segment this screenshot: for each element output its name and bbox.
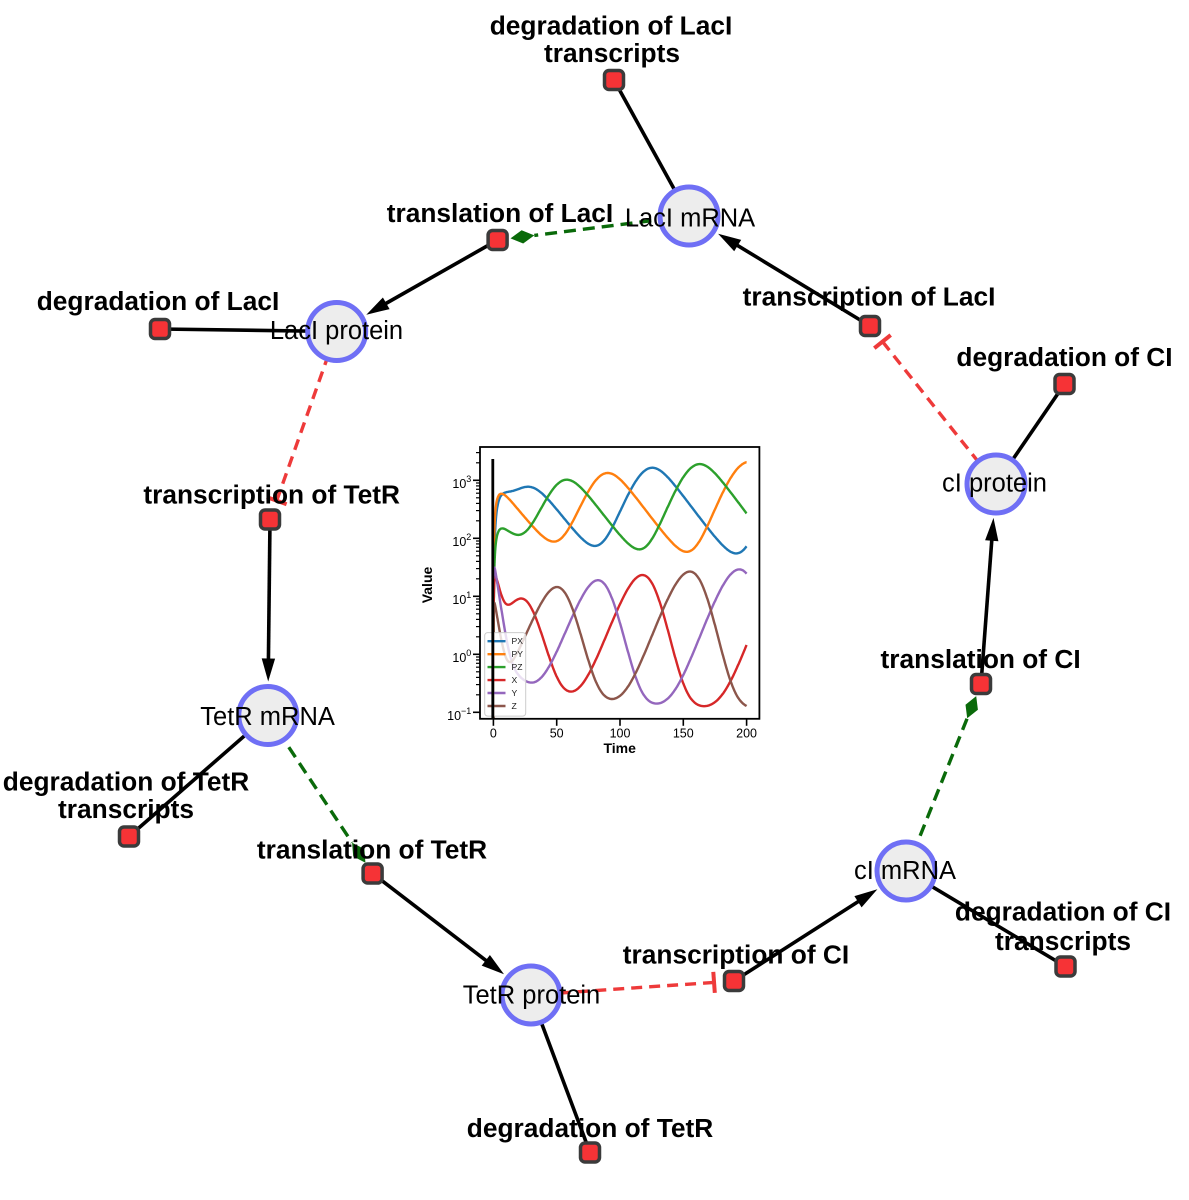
svg-text:Value: Value xyxy=(419,567,435,604)
svg-text:transcripts: transcripts xyxy=(995,926,1131,956)
svg-text:PY: PY xyxy=(512,649,524,659)
svg-text:Y: Y xyxy=(512,688,518,698)
svg-text:translation of TetR: translation of TetR xyxy=(257,835,487,865)
svg-text:transcripts: transcripts xyxy=(544,38,680,68)
svg-text:degradation of LacI: degradation of LacI xyxy=(37,286,280,316)
svg-text:LacI protein: LacI protein xyxy=(270,317,403,345)
svg-text:degradation of CI: degradation of CI xyxy=(956,342,1172,372)
svg-text:transcripts: transcripts xyxy=(58,794,194,824)
svg-text:cI mRNA: cI mRNA xyxy=(854,857,956,885)
svg-text:transcription of LacI: transcription of LacI xyxy=(743,282,996,312)
svg-text:cI protein: cI protein xyxy=(942,470,1047,498)
svg-text:Z: Z xyxy=(512,701,517,711)
svg-text:100: 100 xyxy=(610,726,631,740)
svg-text:X: X xyxy=(512,675,518,685)
svg-text:PZ: PZ xyxy=(512,662,523,672)
svg-text:degradation of CI: degradation of CI xyxy=(955,896,1171,926)
svg-text:transcription of TetR: transcription of TetR xyxy=(143,479,400,509)
svg-text:TetR protein: TetR protein xyxy=(463,982,601,1010)
svg-text:translation of CI: translation of CI xyxy=(881,644,1081,674)
svg-text:LacI mRNA: LacI mRNA xyxy=(625,205,755,233)
svg-text:PX: PX xyxy=(512,636,524,646)
svg-text:Time: Time xyxy=(603,740,636,756)
svg-text:translation of LacI: translation of LacI xyxy=(387,198,613,228)
svg-text:TetR mRNA: TetR mRNA xyxy=(200,703,335,731)
svg-text:150: 150 xyxy=(673,726,694,740)
svg-text:transcription of CI: transcription of CI xyxy=(623,940,849,970)
svg-text:50: 50 xyxy=(550,726,564,740)
svg-text:degradation of TetR: degradation of TetR xyxy=(467,1113,713,1143)
svg-text:200: 200 xyxy=(736,726,757,740)
svg-text:degradation of LacI: degradation of LacI xyxy=(490,11,733,41)
svg-text:0: 0 xyxy=(490,726,497,740)
svg-text:degradation of TetR: degradation of TetR xyxy=(3,767,249,797)
